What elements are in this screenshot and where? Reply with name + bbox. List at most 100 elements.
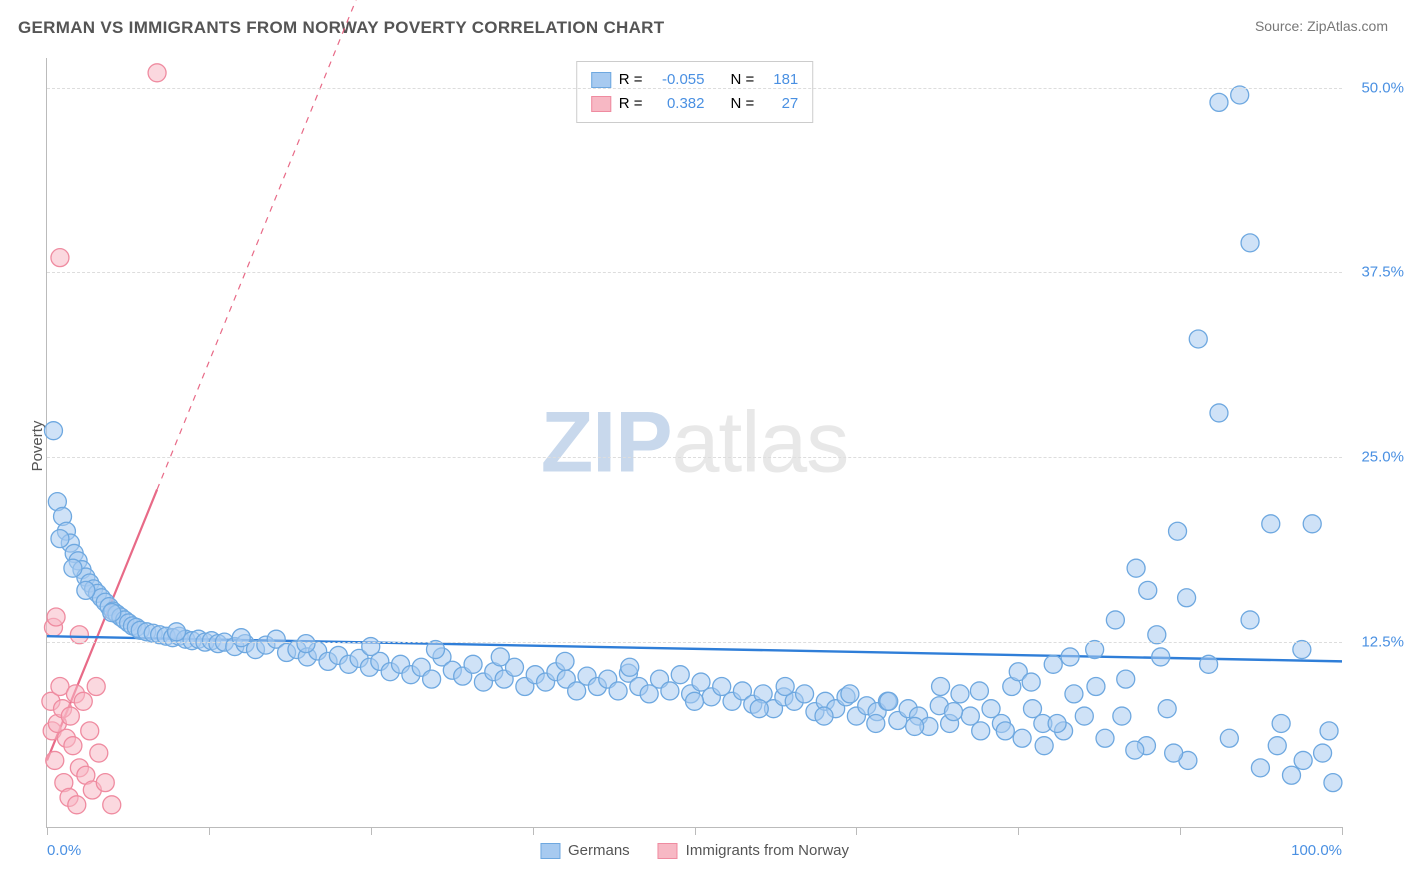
data-point bbox=[103, 796, 121, 814]
gridline bbox=[47, 457, 1342, 458]
data-point bbox=[686, 692, 704, 710]
series-legend: Germans Immigrants from Norway bbox=[540, 842, 849, 859]
gridline bbox=[47, 88, 1342, 89]
n-value-norway: 27 bbox=[762, 92, 798, 116]
source-attribution: Source: ZipAtlas.com bbox=[1255, 18, 1388, 34]
data-point bbox=[1127, 559, 1145, 577]
source-prefix: Source: bbox=[1255, 18, 1307, 34]
data-point bbox=[81, 722, 99, 740]
chart-title: GERMAN VS IMMIGRANTS FROM NORWAY POVERTY… bbox=[18, 18, 1388, 38]
xtick bbox=[695, 827, 696, 835]
data-point bbox=[232, 629, 250, 647]
data-point bbox=[671, 666, 689, 684]
data-point bbox=[90, 744, 108, 762]
ytick-label: 12.5% bbox=[1348, 634, 1404, 651]
data-point bbox=[64, 559, 82, 577]
chart-header: GERMAN VS IMMIGRANTS FROM NORWAY POVERTY… bbox=[18, 18, 1388, 48]
xtick bbox=[47, 827, 48, 835]
data-point bbox=[1061, 648, 1079, 666]
data-point bbox=[1241, 611, 1259, 629]
data-point bbox=[1272, 714, 1290, 732]
data-point bbox=[1126, 741, 1144, 759]
ytick-label: 37.5% bbox=[1348, 264, 1404, 281]
data-point bbox=[996, 722, 1014, 740]
data-point bbox=[1075, 707, 1093, 725]
xtick bbox=[1342, 827, 1343, 835]
data-point bbox=[1148, 626, 1166, 644]
data-point bbox=[661, 682, 679, 700]
data-point bbox=[1241, 234, 1259, 252]
data-point bbox=[77, 581, 95, 599]
data-point bbox=[1178, 589, 1196, 607]
data-point bbox=[1231, 86, 1249, 104]
swatch-norway bbox=[591, 96, 611, 112]
data-point bbox=[1086, 641, 1104, 659]
data-point bbox=[1200, 655, 1218, 673]
data-point bbox=[1262, 515, 1280, 533]
data-point bbox=[64, 737, 82, 755]
xtick bbox=[1018, 827, 1019, 835]
data-point bbox=[1035, 737, 1053, 755]
data-point bbox=[423, 670, 441, 688]
data-point bbox=[1169, 522, 1187, 540]
data-point bbox=[1189, 330, 1207, 348]
xtick bbox=[209, 827, 210, 835]
data-point bbox=[1251, 759, 1269, 777]
legend-label-norway: Immigrants from Norway bbox=[686, 842, 849, 859]
data-point bbox=[74, 692, 92, 710]
data-point bbox=[51, 249, 69, 267]
data-point bbox=[867, 714, 885, 732]
xtick bbox=[856, 827, 857, 835]
swatch-germans-icon bbox=[540, 843, 560, 859]
data-point bbox=[1139, 581, 1157, 599]
data-point bbox=[972, 722, 990, 740]
data-point bbox=[880, 692, 898, 710]
data-point bbox=[1268, 737, 1286, 755]
data-point bbox=[1117, 670, 1135, 688]
data-point bbox=[103, 604, 121, 622]
data-point bbox=[1022, 673, 1040, 691]
xtick-label: 0.0% bbox=[47, 842, 81, 859]
data-point bbox=[47, 608, 65, 626]
source-name: ZipAtlas.com bbox=[1307, 18, 1388, 34]
data-point bbox=[1220, 729, 1238, 747]
legend-label-germans: Germans bbox=[568, 842, 630, 859]
data-point bbox=[427, 641, 445, 659]
data-point bbox=[1096, 729, 1114, 747]
correlation-row-norway: R = 0.382 N = 27 bbox=[591, 92, 799, 116]
chart-svg bbox=[47, 58, 1342, 827]
data-point bbox=[362, 638, 380, 656]
data-point bbox=[44, 422, 62, 440]
data-point bbox=[96, 774, 114, 792]
data-point bbox=[951, 685, 969, 703]
r-value-norway: 0.382 bbox=[651, 92, 705, 116]
legend-item-germans: Germans bbox=[540, 842, 630, 859]
data-point bbox=[1165, 744, 1183, 762]
data-point bbox=[1158, 700, 1176, 718]
data-point bbox=[1314, 744, 1332, 762]
data-point bbox=[46, 751, 64, 769]
xtick bbox=[371, 827, 372, 835]
data-point bbox=[906, 717, 924, 735]
data-point bbox=[1303, 515, 1321, 533]
data-point bbox=[61, 707, 79, 725]
data-point bbox=[68, 796, 86, 814]
data-point bbox=[1013, 729, 1031, 747]
ytick-label: 25.0% bbox=[1348, 449, 1404, 466]
swatch-norway-icon bbox=[658, 843, 678, 859]
gridline bbox=[47, 642, 1342, 643]
xtick bbox=[533, 827, 534, 835]
ytick-label: 50.0% bbox=[1348, 79, 1404, 96]
data-point bbox=[1282, 766, 1300, 784]
data-point bbox=[556, 652, 574, 670]
data-point bbox=[1320, 722, 1338, 740]
data-point bbox=[168, 623, 186, 641]
r-label: R = bbox=[619, 92, 643, 116]
gridline bbox=[47, 272, 1342, 273]
data-point bbox=[1293, 641, 1311, 659]
data-point bbox=[750, 700, 768, 718]
data-point bbox=[815, 707, 833, 725]
data-point bbox=[841, 685, 859, 703]
data-point bbox=[148, 64, 166, 82]
data-point bbox=[87, 678, 105, 696]
